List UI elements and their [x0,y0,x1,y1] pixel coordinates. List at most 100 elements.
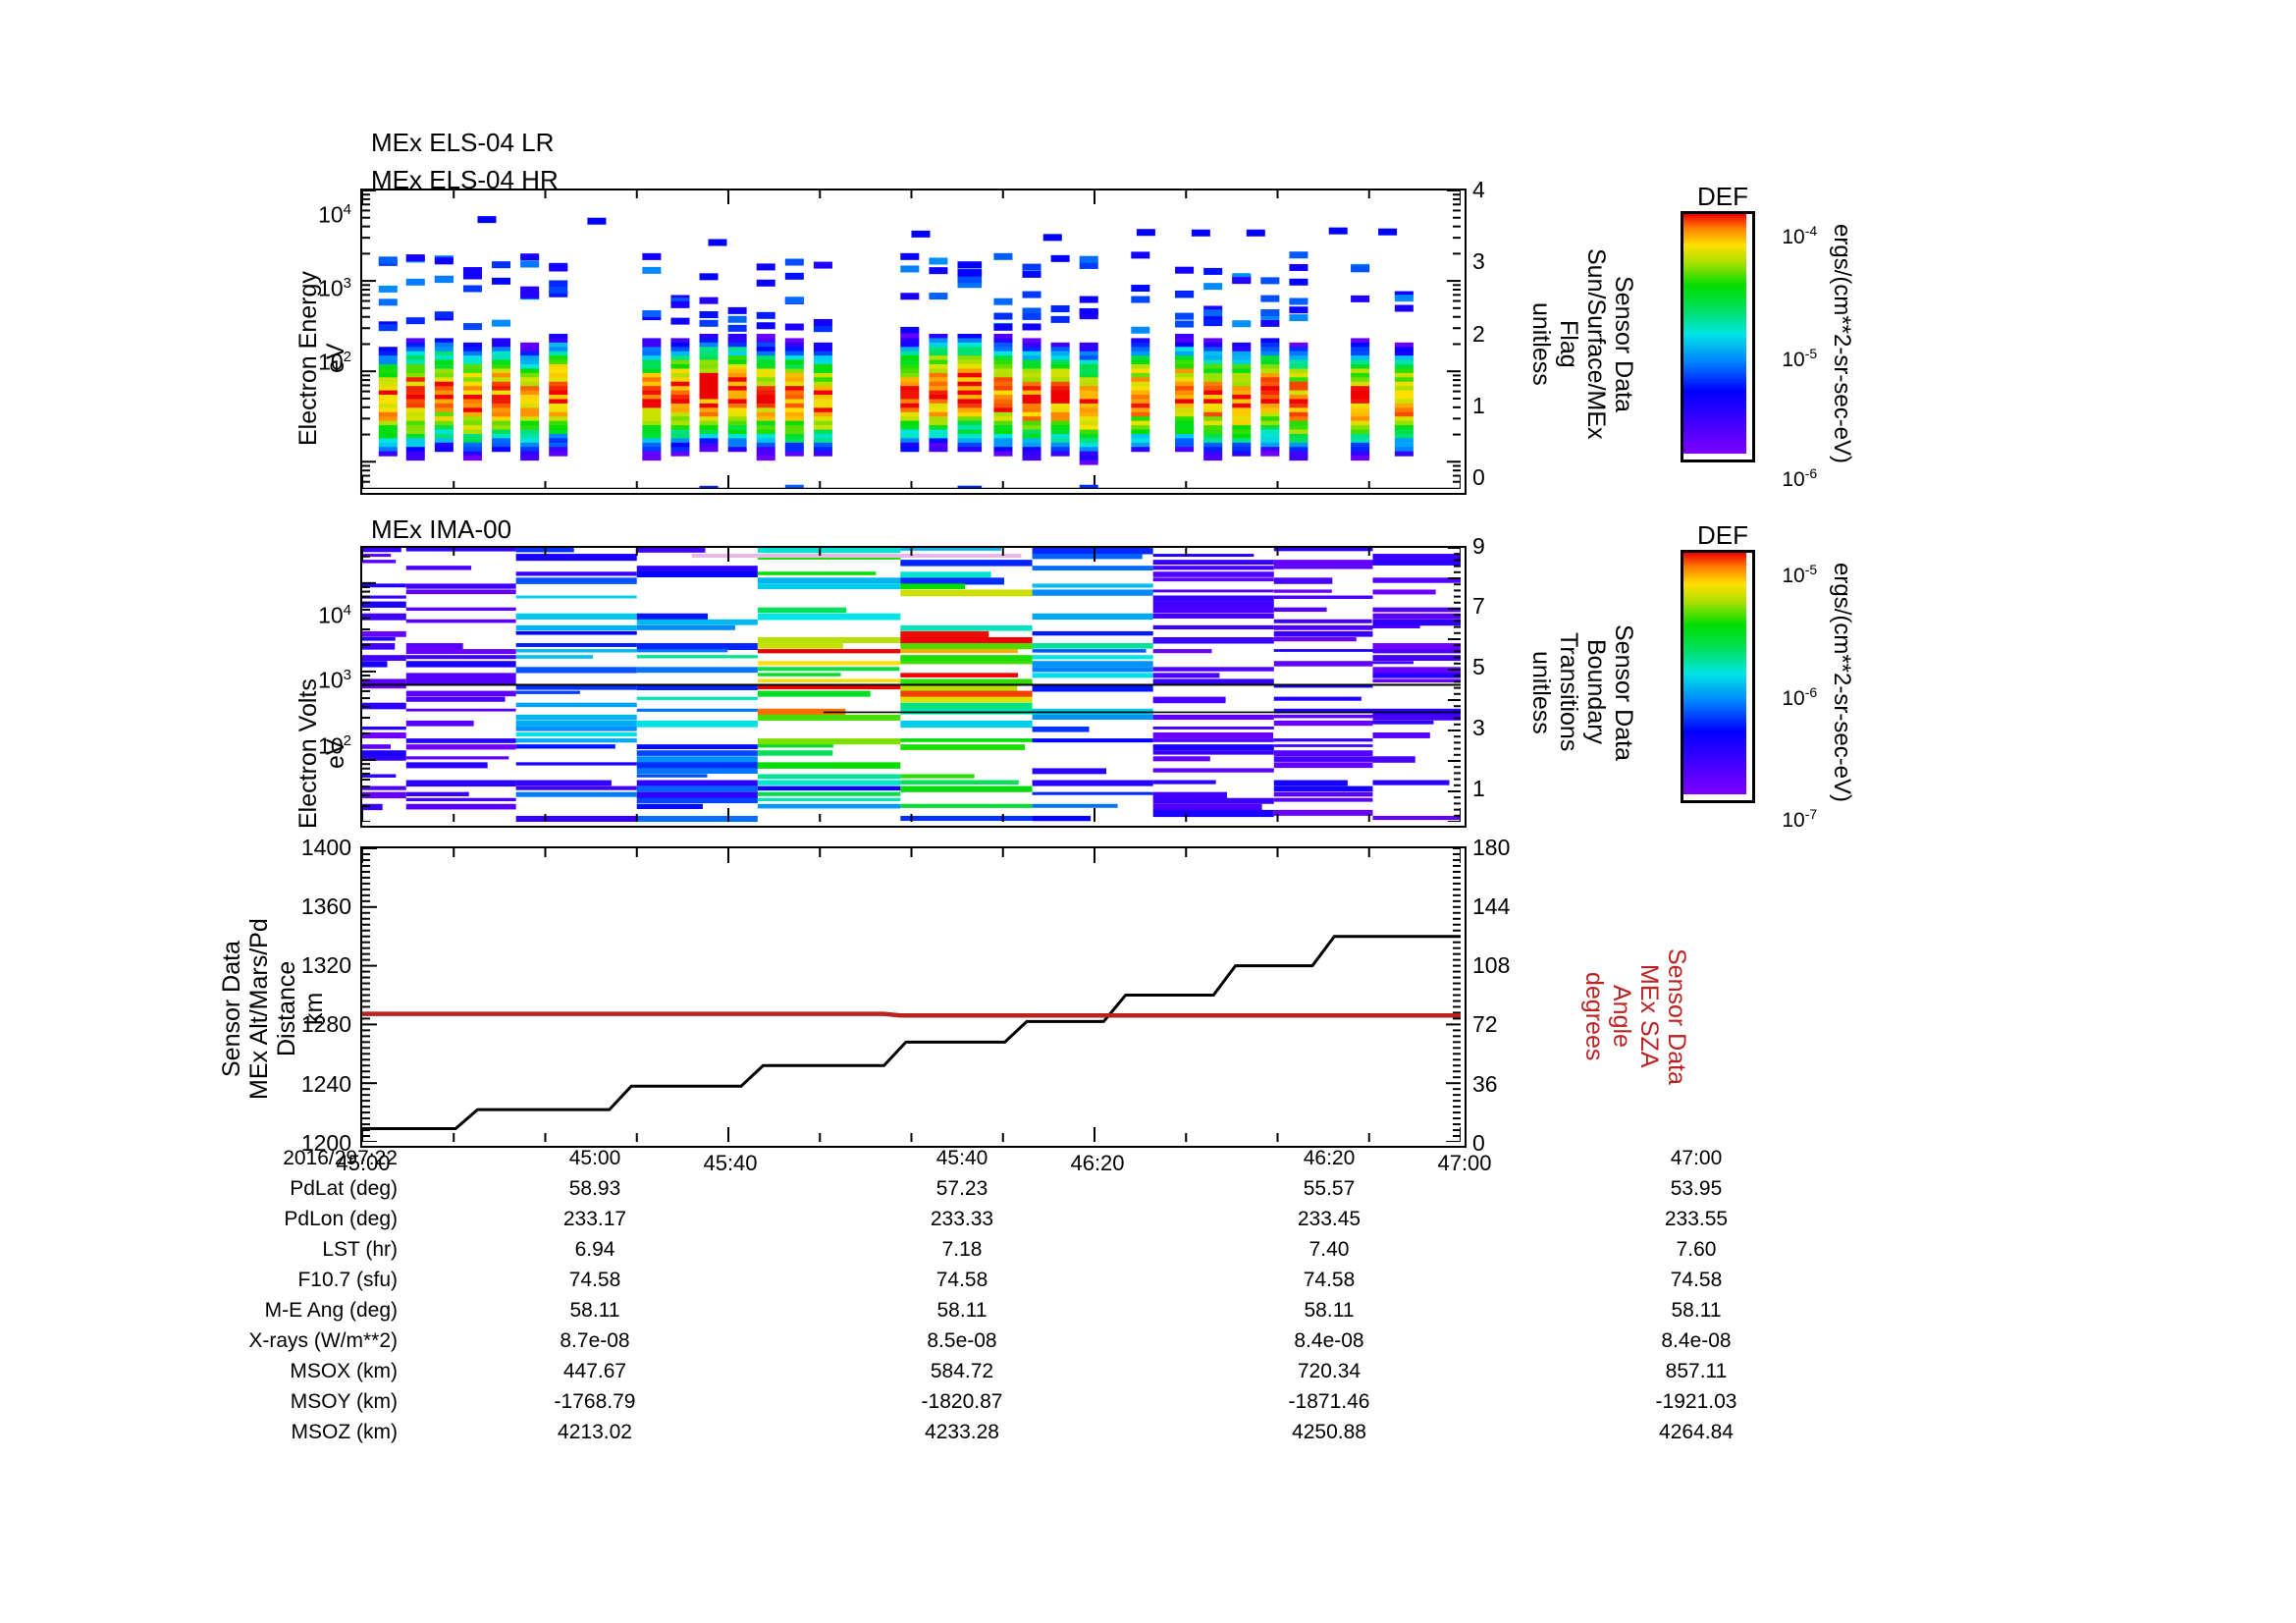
xtick-label-1: 45:40 [703,1151,758,1175]
table-cell: 8.4e-08 [1294,1329,1364,1352]
colorbar-2 [1681,550,1755,803]
alt-right-tick-36: 36 [1472,1071,1498,1097]
ima-ytick-1e3: 103 [285,640,351,721]
els-right-tick-2: 2 [1472,321,1485,347]
table-cell: 447.67 [562,1360,627,1382]
els-ytick-1e2-mantissa: 10 [318,349,344,375]
table-cell: 4213.02 [558,1421,632,1443]
colorbar-2-mid-mantissa: 10 [1782,687,1805,710]
table-cell: 584.72 [930,1360,994,1382]
colorbar-1-mid-exponent: -5 [1804,346,1818,361]
parameter-table: 2016/297:22 45:00 45:40 46:20 47:00 PdLat (de… [172,1147,1880,1451]
colorbar-2-top-exponent: -5 [1804,562,1818,577]
colorbar-2-mid-label: 10-6 [1759,661,1817,734]
xtick-label-0: 45:00 [336,1151,391,1175]
ima-ytick-1e2: 102 [285,706,351,786]
table-cell: 58.93 [568,1177,621,1200]
table-cell: 8.5e-08 [927,1329,997,1352]
els-ytick-1e4-mantissa: 10 [318,201,344,228]
colorbar-1-top-exponent: -4 [1804,223,1818,239]
ima-right-tick-5: 5 [1472,654,1485,679]
els-title-lr: MEx ELS-04 LR [371,128,555,157]
ima-spectrogram [360,546,1467,828]
table-row: PdLat (deg) 58.93 57.23 55.57 53.95 [172,1177,1880,1208]
table-cell: 45:00 [568,1147,621,1169]
xtick-label-3: 47:00 [1437,1151,1492,1175]
table-cell: 55.57 [1303,1177,1356,1200]
els-right-tick-0: 0 [1472,464,1485,490]
altitude-sza-plot [360,846,1467,1148]
colorbar-1-title: DEF [1697,182,1748,211]
colorbar-1-mid-label: 10-5 [1759,322,1817,396]
table-cell: -1820.87 [921,1390,1003,1413]
alt-left-tick-1200: 1200 [300,1130,351,1156]
ima-ytick-1e3-exponent: 3 [343,667,351,683]
ima-right-tick-3: 3 [1472,715,1485,740]
els-right-tick-4: 4 [1472,177,1485,202]
colorbar-1-bottom-mantissa: 10 [1782,468,1805,491]
ima-ytick-1e3-mantissa: 10 [318,667,344,693]
ima-ytick-1e4-exponent: 4 [343,602,351,619]
table-row: LST (hr) 6.94 7.18 7.40 7.60 [172,1238,1880,1269]
alt-left-tick-1280: 1280 [300,1011,351,1037]
ima-ytick-1e2-exponent: 2 [343,732,351,749]
table-cell: 4250.88 [1292,1421,1366,1443]
table-row-label: LST (hr) [322,1238,398,1261]
table-cell: 233.55 [1664,1208,1729,1230]
table-cell: -1768.79 [554,1390,636,1413]
table-cell: 8.7e-08 [560,1329,630,1352]
alt-right-tick-0: 0 [1472,1130,1485,1156]
table-cell: 233.33 [930,1208,994,1230]
table-cell: 720.34 [1297,1360,1362,1382]
table-cell: 4233.28 [925,1421,999,1443]
els-spectrogram [360,189,1467,495]
els-right-axis-label: Sensor Data Sun/Surface/MEx Flag unitles… [1527,247,1637,440]
alt-left-tick-1320: 1320 [300,952,351,978]
colorbar-1-top-label: 10-4 [1759,199,1817,273]
alt-right-tick-72: 72 [1472,1011,1498,1037]
colorbar-2-top-mantissa: 10 [1782,565,1805,587]
alt-right-tick-180: 180 [1472,835,1511,860]
table-row: F10.7 (sfu) 74.58 74.58 74.58 74.58 [172,1269,1880,1299]
ima-right-tick-9: 9 [1472,533,1485,559]
table-cell: -1871.46 [1288,1390,1370,1413]
colorbar-2-bottom-exponent: -7 [1804,806,1818,822]
alt-right-axis-label: Sensor Data MEx SZA Angle degrees [1580,947,1690,1085]
els-ytick-1e2-exponent: 2 [343,349,351,365]
table-cell: 4264.84 [1659,1421,1734,1443]
table-cell: -1921.03 [1655,1390,1737,1413]
els-right-tick-1: 1 [1472,393,1485,418]
table-cell: 57.23 [935,1177,988,1200]
colorbar-1-bottom-label: 10-6 [1759,442,1817,515]
table-cell: 7.40 [1308,1238,1350,1261]
table-row: MSOZ (km) 4213.02 4233.28 4250.88 4264.84 [172,1421,1880,1451]
table-cell: 47:00 [1670,1147,1723,1169]
els-ytick-1e3-mantissa: 10 [318,275,344,301]
table-row-label: M-E Ang (deg) [264,1299,398,1322]
table-cell: 233.17 [562,1208,627,1230]
colorbar-2-bottom-label: 10-7 [1759,783,1817,856]
table-cell: 74.58 [1303,1269,1356,1291]
table-row: MSOY (km) -1768.79 -1820.87 -1871.46 -1921.0… [172,1390,1880,1421]
table-row-label: MSOY (km) [290,1390,398,1413]
table-row-label: 2016/297:22 [283,1147,398,1169]
colorbar-2-title: DEF [1697,520,1748,550]
colorbar-2-top-label: 10-5 [1759,538,1817,612]
table-row-label: F10.7 (sfu) [297,1269,398,1291]
table-cell: 74.58 [935,1269,988,1291]
ima-right-tick-7: 7 [1472,593,1485,619]
ima-ytick-1e4-mantissa: 10 [318,602,344,628]
alt-right-tick-144: 144 [1472,893,1511,919]
table-cell: 233.45 [1297,1208,1362,1230]
table-row-label: PdLat (deg) [290,1177,398,1200]
ima-title: MEx IMA-00 [371,514,512,544]
table-cell: 58.11 [1671,1299,1722,1322]
table-cell: 74.58 [568,1269,621,1291]
table-cell: 8.4e-08 [1661,1329,1732,1352]
table-row: PdLon (deg) 233.17 233.33 233.45 233.55 [172,1208,1880,1238]
colorbar-1-units: ergs/(cm**2-sr-sec-eV) [1828,223,1855,464]
table-row: M-E Ang (deg) 58.11 58.11 58.11 58.11 [172,1299,1880,1329]
table-cell: 46:20 [1303,1147,1356,1169]
colorbar-2-units: ergs/(cm**2-sr-sec-eV) [1828,562,1855,803]
